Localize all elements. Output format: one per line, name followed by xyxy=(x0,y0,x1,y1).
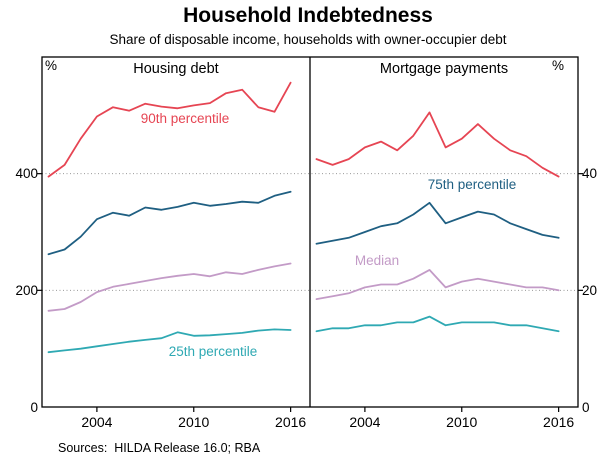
left-ytick-0: 0 xyxy=(30,400,38,415)
x-tick-label: 2010 xyxy=(178,414,209,430)
series-label-mortgage-median: Median xyxy=(354,253,400,268)
chart-subtitle: Share of disposable income, households w… xyxy=(109,32,507,47)
x-tick-label: 2004 xyxy=(81,414,112,430)
series-line-housing-0 xyxy=(47,81,292,178)
left-ytick-400: 400 xyxy=(15,166,38,181)
chart-title: Household Indebtedness xyxy=(183,4,433,27)
series-line-mortgage-3 xyxy=(315,315,560,333)
sources-note: Sources: HILDA Release 16.0; RBA xyxy=(58,441,261,455)
panel-title-mortgage-payments: Mortgage payments xyxy=(379,61,509,77)
left-axis-unit: % xyxy=(45,58,58,73)
x-tick-label: 2016 xyxy=(543,414,574,430)
series-line-housing-1 xyxy=(47,190,292,256)
series-line-mortgage-2 xyxy=(315,268,560,301)
right-ytick-20: 20 xyxy=(582,283,598,298)
panel-title-housing-debt: Housing debt xyxy=(133,61,219,77)
series-line-housing-2 xyxy=(47,262,292,312)
series-line-mortgage-1 xyxy=(315,201,560,245)
x-tick-label: 2004 xyxy=(349,414,380,430)
series-label-housing-25th: 25th percentile xyxy=(168,344,258,359)
series-line-housing-3 xyxy=(47,328,292,354)
series-line-mortgage-0 xyxy=(315,111,560,178)
right-axis-unit: % xyxy=(552,58,565,73)
series-label-mortgage-75th: 75th percentile xyxy=(427,177,517,192)
series-label-housing-90th: 90th percentile xyxy=(140,111,230,126)
right-ytick-40: 40 xyxy=(582,166,598,181)
left-ytick-200: 200 xyxy=(15,283,38,298)
x-tick-label: 2016 xyxy=(275,414,306,430)
x-tick-label: 2010 xyxy=(446,414,477,430)
right-ytick-0: 0 xyxy=(582,400,590,415)
